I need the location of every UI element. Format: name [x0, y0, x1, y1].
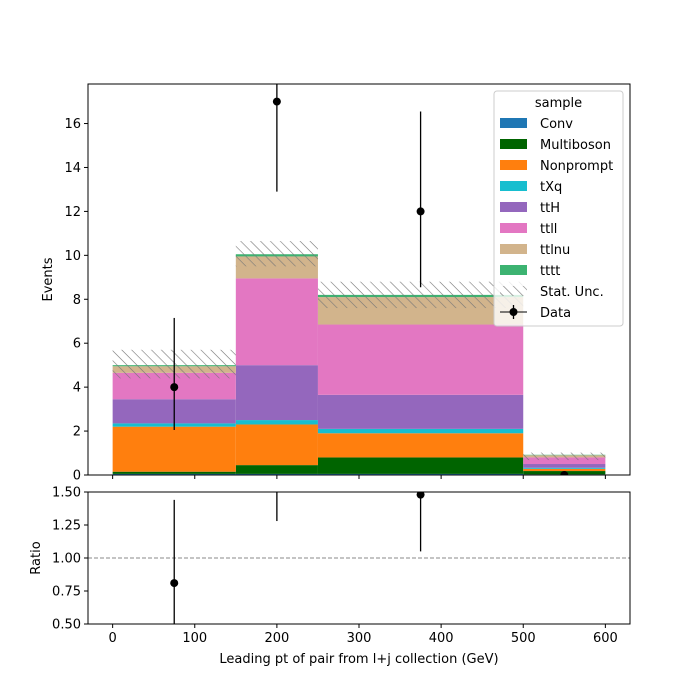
legend-swatch-tttt: [500, 265, 527, 275]
legend-label-data: Data: [540, 306, 571, 321]
main-panel: 0 2 4 6 8 10 12 14 16 Events: [41, 83, 631, 484]
legend-swatch-ttlnu: [500, 244, 527, 254]
bar-txq-bin-2: [317, 428, 524, 434]
main-y-axis-label: Events: [41, 257, 56, 301]
ratio-y-tick-label: 0.50: [52, 618, 81, 633]
legend-title: sample: [535, 96, 582, 111]
data-points: [170, 84, 569, 475]
x-tick-label: 200: [264, 631, 289, 646]
bar-ttll-bin-2: [317, 324, 524, 395]
ratio-y-axis-label: Ratio: [29, 541, 44, 574]
legend-swatch-nonprompt: [500, 160, 527, 170]
bar-nonprompt-bin-2: [317, 433, 524, 458]
y-tick-label: 10: [64, 249, 81, 264]
bar-ttll-bin-1: [235, 278, 318, 366]
legend-label-conv: Conv: [540, 117, 573, 132]
legend-swatch-conv: [500, 118, 527, 128]
y-tick-label: 6: [73, 337, 81, 352]
y-tick-label: 12: [64, 205, 81, 220]
data-point: [560, 471, 569, 475]
stacked-histogram: [112, 254, 606, 475]
x-tick-label: 0: [108, 631, 116, 646]
ratio-y-tick-label: 1.50: [52, 486, 81, 501]
legend-label-nonprompt: Nonprompt: [540, 159, 613, 174]
ratio-y-tick-label: 0.75: [52, 585, 81, 600]
legend: sample Conv Multiboson Nonprompt tXq ttH ttll…: [493, 90, 624, 327]
ratio-y-tick-label: 1.25: [52, 519, 81, 534]
ratio-y-ticks: 0.50 0.75 1.00 1.25 1.50: [52, 486, 88, 633]
legend-swatch-txq: [500, 181, 527, 191]
x-tick-label: 400: [429, 631, 454, 646]
x-tick-label: 100: [182, 631, 207, 646]
bar-nonprompt-bin-3: [523, 468, 606, 472]
y-tick-label: 14: [64, 161, 81, 176]
bar-multiboson-bin-0: [112, 471, 236, 474]
main-y-ticks: 0 2 4 6 8 10 12 14 16: [64, 117, 88, 484]
x-tick-label: 500: [511, 631, 536, 646]
legend-label-tttt: tttt: [540, 264, 560, 279]
legend-swatch-stat-unc: [500, 286, 527, 296]
y-tick-label: 16: [64, 117, 81, 132]
legend-swatch-ttll: [500, 223, 527, 233]
ratio-points: [88, 492, 630, 624]
legend-label-multiboson: Multiboson: [540, 138, 611, 153]
bar-multiboson-bin-2: [317, 457, 524, 474]
bar-nonprompt-bin-1: [235, 424, 318, 466]
y-tick-label: 8: [73, 293, 81, 308]
bar-tth-bin-2: [317, 394, 524, 429]
x-tick-label: 600: [593, 631, 618, 646]
data-point: [416, 207, 425, 216]
legend-data-marker: [509, 308, 518, 316]
bar-nonprompt-bin-0: [112, 426, 236, 472]
ratio-panel: 0.50 0.75 1.00 1.25 1.50 0 100 200 300 400 500 600…: [29, 486, 631, 667]
x-axis-label: Leading pt of pair from l+j collection (…: [219, 652, 498, 667]
bar-ttll-bin-3: [523, 457, 606, 465]
bar-txq-bin-3: [523, 467, 606, 469]
bar-tth-bin-3: [523, 464, 606, 468]
y-tick-label: 4: [73, 381, 81, 396]
bar-conv-bin-0: [112, 473, 236, 475]
bar-txq-bin-1: [235, 420, 318, 425]
y-tick-label: 0: [73, 469, 81, 484]
legend-label-ttlnu: ttlnu: [540, 243, 570, 258]
y-tick-label: 2: [73, 425, 81, 440]
ratio-x-ticks: 0 100 200 300 400 500 600: [108, 624, 618, 646]
legend-label-stat-unc: Stat. Unc.: [540, 285, 604, 300]
legend-label-ttll: ttll: [540, 222, 557, 237]
stat-unc-bin-3: [523, 452, 606, 461]
legend-swatch-multiboson: [500, 139, 527, 149]
data-point: [272, 97, 281, 106]
legend-label-tth: ttH: [540, 201, 560, 216]
bar-conv-bin-2: [317, 473, 524, 475]
legend-label-txq: tXq: [540, 180, 562, 195]
main-x-ticks: [112, 475, 606, 479]
ratio-y-tick-label: 1.00: [52, 552, 81, 567]
bar-conv-bin-1: [235, 473, 318, 475]
legend-swatch-tth: [500, 202, 527, 212]
bar-tth-bin-1: [235, 365, 318, 421]
data-point: [170, 383, 179, 392]
bar-multiboson-bin-1: [235, 465, 318, 474]
stat-unc-bin-1: [235, 241, 318, 267]
ratio-point: [416, 492, 425, 499]
ratio-point: [170, 579, 179, 588]
x-tick-label: 300: [347, 631, 372, 646]
